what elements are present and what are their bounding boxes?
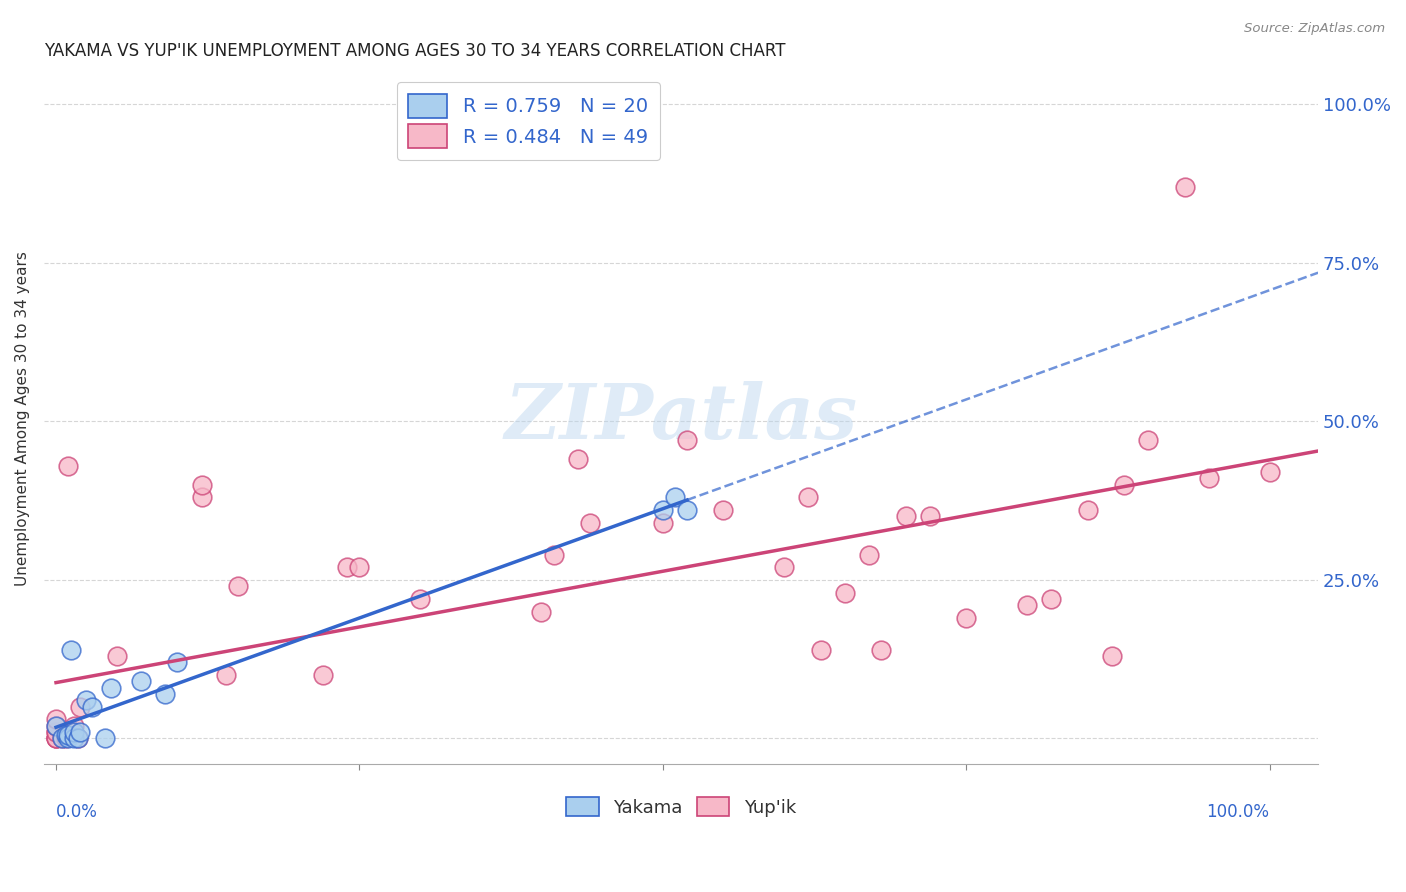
Point xyxy=(51,731,73,746)
Point xyxy=(651,503,673,517)
Point xyxy=(45,731,67,746)
Point xyxy=(105,648,128,663)
Point xyxy=(834,585,856,599)
Point xyxy=(918,509,941,524)
Point xyxy=(312,668,335,682)
Point xyxy=(56,731,79,746)
Point xyxy=(664,491,686,505)
Point xyxy=(66,731,89,746)
Point xyxy=(55,728,77,742)
Point xyxy=(55,731,77,746)
Point xyxy=(797,491,820,505)
Point xyxy=(530,605,553,619)
Point xyxy=(1198,471,1220,485)
Point xyxy=(45,713,67,727)
Point xyxy=(166,656,188,670)
Point xyxy=(69,725,91,739)
Point xyxy=(409,591,432,606)
Point xyxy=(129,674,152,689)
Point xyxy=(773,560,796,574)
Point xyxy=(336,560,359,574)
Point xyxy=(894,509,917,524)
Text: YAKAMA VS YUP'IK UNEMPLOYMENT AMONG AGES 30 TO 34 YEARS CORRELATION CHART: YAKAMA VS YUP'IK UNEMPLOYMENT AMONG AGES… xyxy=(44,42,786,60)
Point xyxy=(82,699,104,714)
Text: 0.0%: 0.0% xyxy=(56,803,98,821)
Point xyxy=(651,516,673,530)
Point xyxy=(567,452,589,467)
Text: ZIPatlas: ZIPatlas xyxy=(505,381,858,455)
Point xyxy=(1077,503,1099,517)
Point xyxy=(59,642,82,657)
Point xyxy=(1101,648,1123,663)
Point xyxy=(543,548,565,562)
Point xyxy=(226,579,249,593)
Point xyxy=(713,503,735,517)
Point xyxy=(56,728,79,742)
Point xyxy=(75,693,97,707)
Point xyxy=(45,719,67,733)
Point xyxy=(676,503,699,517)
Point xyxy=(63,731,86,746)
Point xyxy=(579,516,602,530)
Y-axis label: Unemployment Among Ages 30 to 34 years: Unemployment Among Ages 30 to 34 years xyxy=(15,251,30,585)
Point xyxy=(858,548,880,562)
Point xyxy=(51,731,73,746)
Point xyxy=(1040,591,1063,606)
Point xyxy=(810,642,832,657)
Point xyxy=(63,719,86,733)
Point xyxy=(870,642,893,657)
Point xyxy=(190,491,212,505)
Point xyxy=(1174,179,1197,194)
Point xyxy=(215,668,238,682)
Point xyxy=(955,611,977,625)
Point xyxy=(45,719,67,733)
Point xyxy=(45,731,67,746)
Point xyxy=(63,725,86,739)
Legend: Yakama, Yup'ik: Yakama, Yup'ik xyxy=(558,790,803,824)
Point xyxy=(69,699,91,714)
Point xyxy=(45,731,67,746)
Point xyxy=(93,731,115,746)
Point xyxy=(56,458,79,473)
Point xyxy=(1015,599,1038,613)
Point xyxy=(676,434,699,448)
Text: 100.0%: 100.0% xyxy=(1206,803,1270,821)
Point xyxy=(349,560,371,574)
Point xyxy=(190,477,212,491)
Point xyxy=(1112,477,1135,491)
Point xyxy=(155,687,177,701)
Point xyxy=(45,725,67,739)
Point xyxy=(1137,434,1160,448)
Text: Source: ZipAtlas.com: Source: ZipAtlas.com xyxy=(1244,22,1385,36)
Point xyxy=(56,725,79,739)
Point xyxy=(1258,465,1281,479)
Point xyxy=(66,731,89,746)
Point xyxy=(100,681,122,695)
Point xyxy=(59,725,82,739)
Point xyxy=(45,725,67,739)
